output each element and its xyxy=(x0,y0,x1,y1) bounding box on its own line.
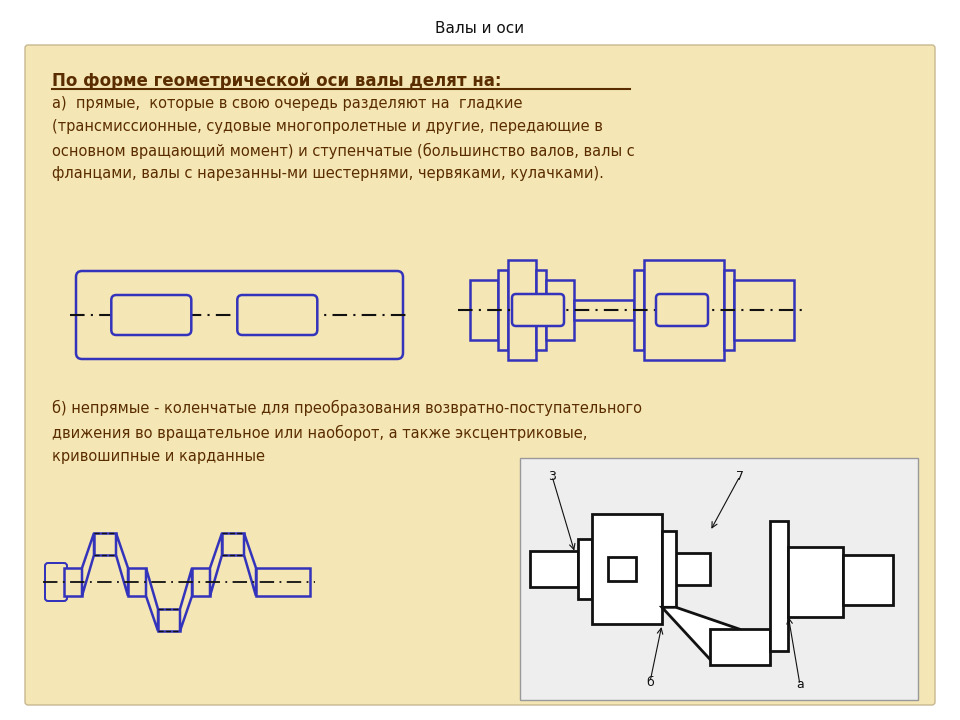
Text: б: б xyxy=(646,675,654,688)
Bar xyxy=(520,458,918,700)
FancyBboxPatch shape xyxy=(656,294,708,326)
Text: а: а xyxy=(796,678,804,691)
Bar xyxy=(574,300,634,320)
Bar xyxy=(508,260,536,360)
Text: 3: 3 xyxy=(548,469,556,482)
Bar xyxy=(644,260,724,360)
Bar xyxy=(530,552,578,588)
FancyBboxPatch shape xyxy=(111,295,191,335)
Bar xyxy=(222,533,244,555)
Text: Валы и оси: Валы и оси xyxy=(436,20,524,35)
Bar xyxy=(770,521,788,652)
Bar xyxy=(634,270,644,350)
Polygon shape xyxy=(116,533,128,596)
Bar xyxy=(734,280,794,340)
Bar xyxy=(256,568,310,596)
Polygon shape xyxy=(210,533,222,596)
Bar xyxy=(662,554,710,585)
Polygon shape xyxy=(662,608,740,660)
Polygon shape xyxy=(180,568,192,631)
Polygon shape xyxy=(146,568,158,631)
Bar xyxy=(578,539,592,599)
FancyBboxPatch shape xyxy=(45,563,67,601)
Bar xyxy=(128,568,146,596)
Bar xyxy=(788,547,843,617)
Bar xyxy=(470,280,498,340)
Text: а)  прямые,  которые в свою очередь разделяют на  гладкие
(трансмиссионные, судо: а) прямые, которые в свою очередь раздел… xyxy=(52,96,635,181)
Bar xyxy=(536,270,546,350)
Bar xyxy=(662,531,676,608)
Bar xyxy=(546,280,574,340)
FancyBboxPatch shape xyxy=(512,294,564,326)
Bar xyxy=(710,629,770,665)
Text: По форме геометрической оси валы делят на:: По форме геометрической оси валы делят н… xyxy=(52,72,501,90)
Text: б) непрямые - коленчатые для преобразования возвратно-поступательного
движения в: б) непрямые - коленчатые для преобразова… xyxy=(52,400,642,464)
Polygon shape xyxy=(82,533,94,596)
Bar xyxy=(592,514,662,624)
Bar xyxy=(724,270,734,350)
Bar xyxy=(94,533,116,555)
Bar xyxy=(158,609,180,631)
Bar xyxy=(64,568,82,596)
FancyBboxPatch shape xyxy=(237,295,318,335)
Polygon shape xyxy=(244,533,256,596)
FancyBboxPatch shape xyxy=(25,45,935,705)
Text: 7: 7 xyxy=(736,469,744,482)
Bar xyxy=(498,270,508,350)
Bar xyxy=(843,555,893,606)
Bar xyxy=(192,568,210,596)
FancyBboxPatch shape xyxy=(76,271,403,359)
Bar xyxy=(608,557,636,581)
